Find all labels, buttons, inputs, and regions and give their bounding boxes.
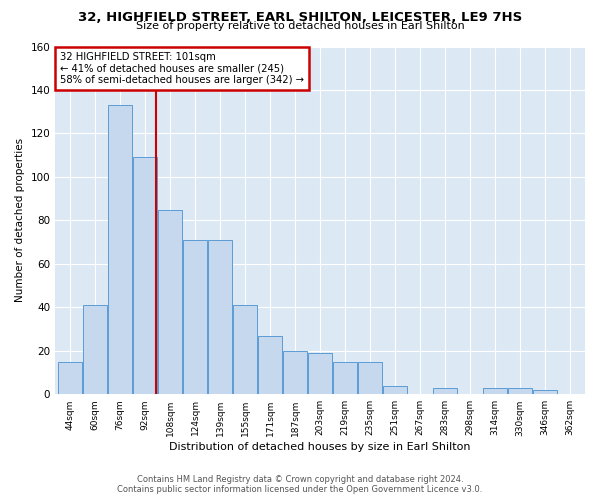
Bar [208, 240, 232, 394]
Bar [258, 336, 282, 394]
Text: Contains HM Land Registry data © Crown copyright and database right 2024.
Contai: Contains HM Land Registry data © Crown c… [118, 474, 482, 494]
Bar [58, 362, 82, 394]
Bar [508, 388, 532, 394]
Bar [533, 390, 557, 394]
Bar [308, 353, 332, 395]
Bar [383, 386, 407, 394]
X-axis label: Distribution of detached houses by size in Earl Shilton: Distribution of detached houses by size … [169, 442, 471, 452]
Bar [483, 388, 507, 394]
Bar [183, 240, 207, 394]
Bar [283, 351, 307, 395]
Text: Size of property relative to detached houses in Earl Shilton: Size of property relative to detached ho… [136, 21, 464, 31]
Bar [108, 105, 132, 395]
Bar [233, 305, 257, 394]
Y-axis label: Number of detached properties: Number of detached properties [15, 138, 25, 302]
Bar [358, 362, 382, 394]
Bar [333, 362, 357, 394]
Bar [133, 158, 157, 394]
Bar [158, 210, 182, 394]
Text: 32, HIGHFIELD STREET, EARL SHILTON, LEICESTER, LE9 7HS: 32, HIGHFIELD STREET, EARL SHILTON, LEIC… [78, 11, 522, 24]
Text: 32 HIGHFIELD STREET: 101sqm
← 41% of detached houses are smaller (245)
58% of se: 32 HIGHFIELD STREET: 101sqm ← 41% of det… [61, 52, 304, 85]
Bar [83, 305, 107, 394]
Bar [433, 388, 457, 394]
